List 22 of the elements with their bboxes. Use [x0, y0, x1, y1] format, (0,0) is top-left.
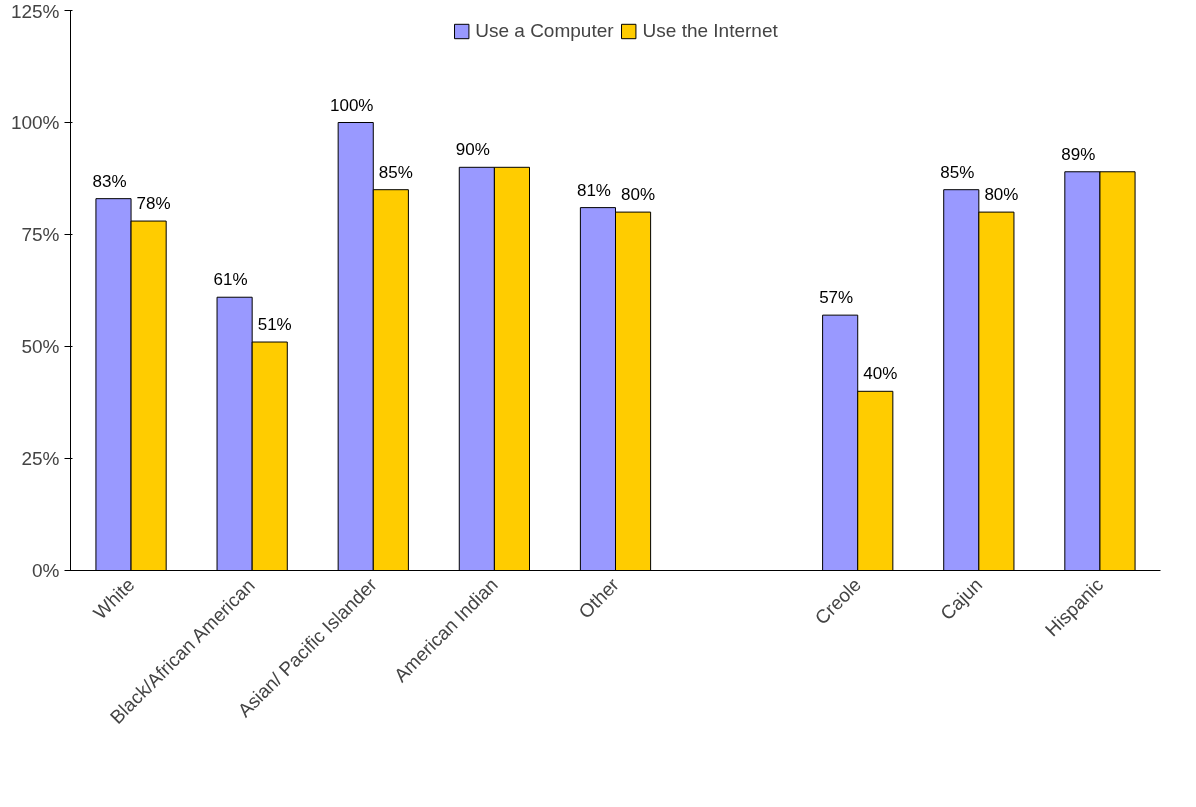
- y-tick-label: 50%: [21, 336, 60, 357]
- data-label: 85%: [940, 162, 975, 182]
- data-label: 61%: [213, 270, 248, 290]
- y-tick-label: 0%: [32, 560, 60, 581]
- data-label: 85%: [378, 162, 413, 182]
- data-label: 81%: [576, 180, 611, 200]
- data-label: 57%: [819, 288, 854, 308]
- data-label: 40%: [863, 364, 898, 384]
- legend-label: Use the Internet: [642, 20, 778, 42]
- data-label: 100%: [329, 95, 374, 115]
- y-tick-label: 25%: [21, 448, 60, 469]
- data-label: 90%: [455, 140, 490, 160]
- legend-label: Use a Computer: [475, 20, 614, 42]
- y-tick-label: 75%: [21, 224, 60, 245]
- data-label: 89%: [1061, 144, 1096, 164]
- data-label: 78%: [136, 194, 171, 214]
- y-tick-label: 125%: [10, 0, 60, 22]
- data-label: 51%: [257, 315, 292, 335]
- data-label: 80%: [984, 185, 1019, 205]
- y-tick-label: 100%: [10, 112, 60, 133]
- data-label: 83%: [92, 171, 127, 191]
- data-label: 80%: [621, 185, 656, 205]
